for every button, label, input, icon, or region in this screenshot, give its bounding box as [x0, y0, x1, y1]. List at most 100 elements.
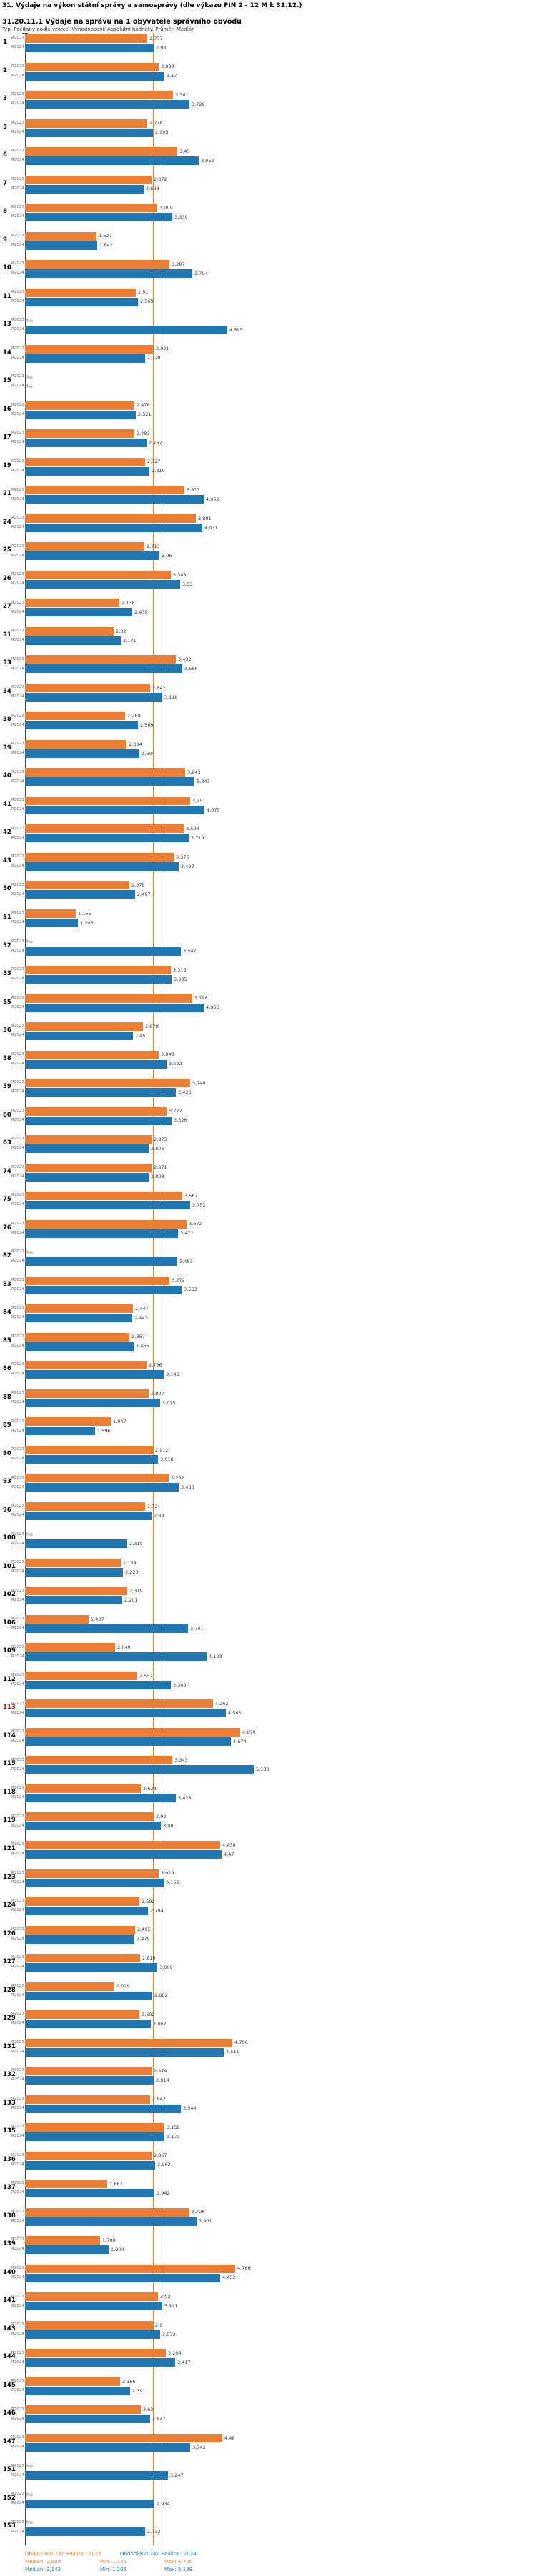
series-tick-label-r2024: R2024	[11, 440, 24, 445]
series-tick-label-r2023: R2023	[11, 1870, 24, 1875]
series-tick-label-r2023: R2023	[11, 939, 24, 944]
bar-row-r2024: R2024 3,018	[11, 1454, 174, 1464]
chart-row-group: 5 R2023 2,778 R2024 2,905	[0, 118, 536, 146]
bar-value-label-r2023: 3,02	[160, 2294, 171, 2300]
series-tick-label-r2023: R2023	[11, 318, 24, 323]
chart-row-group: 89 R2023 1,947 R2024 1,596	[0, 1416, 536, 1444]
bar-value-label-r2024: 2,847	[152, 2416, 166, 2422]
bar-value-label-r2024: 3,339	[174, 214, 188, 220]
bar-r2024	[25, 1567, 123, 1577]
series-tick-label-r2023: R2023	[11, 713, 24, 718]
bar-value-label-r2023: 3,751	[192, 797, 206, 804]
bar-r2023	[25, 1812, 154, 1822]
series-tick-label-r2024: R2024	[11, 1852, 24, 1857]
series-tick-label-r2024: R2024	[11, 1936, 24, 1941]
bar-value-label-r2024: 4,075	[207, 807, 220, 813]
bar-value-label-r2024: 2,201	[124, 1597, 138, 1604]
bar-value-label-r2023: 3,272	[172, 1277, 185, 1284]
bar-row-r2024: R2024 2,201	[11, 1596, 138, 1605]
bar-value-label-r2024: 2,569	[140, 299, 154, 305]
bar-value-label-r2023: 2,495	[137, 1927, 151, 1933]
bar-row-r2023: R2023 2,367	[11, 1332, 145, 1342]
bar-r2023	[25, 1163, 152, 1172]
bar-row-r2024: R2024 2,693	[11, 184, 159, 194]
bar-r2023	[25, 2264, 235, 2273]
bar-value-label-r2023: 2,447	[135, 1305, 149, 1312]
bar-row-r2024: R2024 4,075	[11, 805, 220, 814]
bar-r2023	[25, 1445, 153, 1454]
bar-value-label-r2023: 2,842	[152, 2096, 166, 2102]
bar-row-r2023: R2023 2,766	[11, 1361, 162, 1370]
bar-value-label-r2023: 2,727	[147, 459, 161, 465]
series-tick-label-r2024: R2024	[11, 1315, 24, 1320]
row-number: 27	[3, 603, 11, 611]
bar-r2024	[25, 523, 202, 532]
series-tick-label-r2023: R2023	[11, 289, 24, 294]
bar-row-r2024: R2024 4,432	[11, 2273, 236, 2282]
series-tick-label-r2023: R2023	[11, 2096, 24, 2101]
bar-r2024	[25, 213, 172, 222]
chart-row-group: 106 R2023 1,437 R2024 3,701	[0, 1614, 536, 1642]
bar-r2023	[25, 1079, 190, 1088]
row-number: 83	[3, 1280, 11, 1288]
bar-row-r2023: R2023 2,619	[11, 1954, 156, 1963]
row-number: 129	[3, 2015, 16, 2022]
series-tick-label-r2024: R2024	[11, 496, 24, 501]
series-tick-label-r2023: R2023	[11, 1137, 24, 1142]
series-tick-label-r2023: R2023	[11, 261, 24, 266]
bar-row-r2024: R2024 2,171	[11, 636, 137, 645]
bar-row-r2023: R2023 Ne	[11, 2462, 33, 2470]
bar-row-r2024: R2024 2,808	[11, 1172, 164, 1182]
bar-row-r2023: R2023 3,751	[11, 796, 206, 805]
row-number: 17	[3, 434, 11, 441]
bar-value-label-r2023: 4,262	[215, 1701, 229, 1707]
bar-r2023	[25, 119, 147, 128]
bar-r2023	[25, 2038, 232, 2047]
bar-r2024	[25, 2104, 181, 2113]
bar-value-label-r2024: 2,569	[140, 722, 154, 729]
bar-r2024	[25, 2020, 151, 2029]
series-tick-label-r2024: R2024	[11, 1795, 24, 1800]
bar-value-label-r2024: 2,914	[156, 2077, 169, 2083]
chart-row-group: 131 R2023 4,706 R2024 4,511	[0, 2037, 536, 2066]
bar-r2024	[25, 1596, 122, 1605]
chart-row-group: 21 R2023 3,623 R2024 4,052	[0, 484, 536, 513]
row-number: 127	[3, 1958, 16, 1966]
row-number: 56	[3, 1027, 11, 1034]
bar-value-label-r2023: 3,748	[192, 1079, 206, 1086]
bar-row-r2024: R2024 3,247	[11, 2471, 184, 2480]
series-tick-label-r2024: R2024	[11, 1626, 24, 1631]
bar-r2024	[25, 2471, 168, 2480]
bar-r2024	[25, 1737, 231, 1746]
bar-value-label-r2024: 2,319	[129, 1541, 143, 1547]
bar-r2024	[25, 608, 132, 617]
bar-value-label-r2023: 3,308	[173, 571, 187, 578]
bar-row-r2023: R2023 2,029	[11, 1982, 130, 1991]
bar-row-r2023: R2023 2,727	[11, 457, 161, 466]
series-tick-label-r2023: R2023	[11, 1391, 24, 1395]
chart-row-group: 128 R2023 2,029 R2024 2,882	[0, 1981, 536, 2010]
series-tick-label-r2024: R2024	[11, 1597, 24, 1602]
series-tick-label-r2023: R2023	[11, 2294, 24, 2299]
row-number: 137	[3, 2184, 16, 2192]
bar-value-label-r2023: 2,269	[127, 713, 141, 719]
bar-r2023	[25, 1897, 139, 1907]
bar-value-label-r2024: 2,439	[134, 609, 148, 616]
bar-row-r2024: R2024 4,674	[11, 1737, 247, 1746]
series-tick-label-r2023: R2023	[11, 149, 24, 154]
series-tick-label-r2024: R2024	[11, 1400, 24, 1404]
bar-value-label-r2023: 3,287	[172, 261, 185, 267]
series-tick-label-r2024: R2024	[11, 609, 24, 614]
series-tick-label-r2023: R2023	[11, 826, 24, 831]
chart-row-group: 8 R2023 3,009 R2024 3,339	[0, 202, 536, 231]
chart-row-group: 2 R2023 3,038 R2024 3,17	[0, 61, 536, 90]
bar-r2023	[25, 712, 125, 721]
series-tick-label-r2023: R2023	[11, 1193, 24, 1198]
row-number: 40	[3, 772, 11, 780]
chart-row-group: 93 R2023 3,267 R2024 3,488	[0, 1472, 536, 1501]
bar-r2023	[25, 1192, 182, 1201]
legend-min-2024: Min: 1,205	[100, 2566, 127, 2572]
bar-row-r2024: R2024 2,806	[11, 1144, 164, 1154]
bar-row-r2024: R2024 3,417	[11, 2358, 191, 2367]
bar-row-r2023: R2023 3,158	[11, 2123, 180, 2132]
